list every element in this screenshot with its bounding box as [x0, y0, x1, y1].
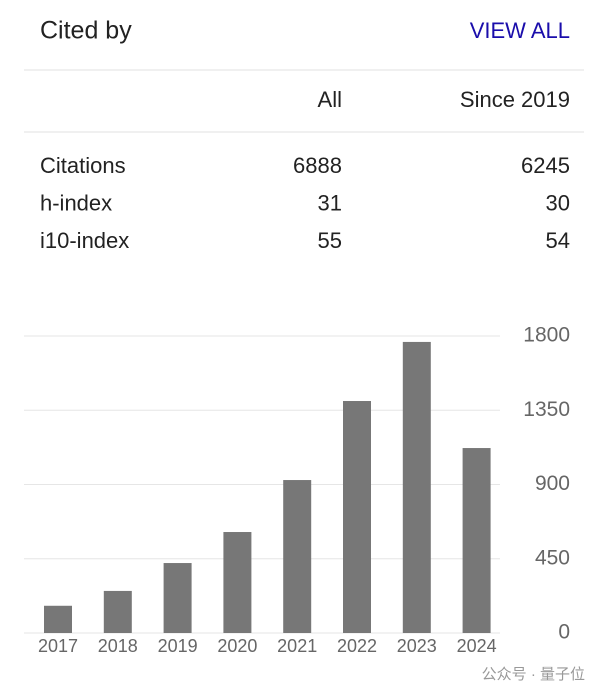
- watermark: 公众号 · 量子位: [482, 666, 585, 683]
- cell-value: 55: [318, 228, 342, 253]
- x-tick-label: 2020: [217, 636, 257, 656]
- bar: [343, 401, 371, 633]
- cell-value: 6245: [521, 153, 570, 178]
- y-tick-label: 0: [558, 621, 570, 644]
- row-label: i10-index: [40, 228, 129, 253]
- x-tick-label: 2023: [397, 636, 437, 656]
- bar: [283, 480, 312, 633]
- widget-title: Cited by: [40, 17, 132, 45]
- y-tick-label: 900: [535, 472, 570, 495]
- x-tick-label: 2021: [277, 636, 317, 656]
- cell-value: 6888: [293, 153, 342, 178]
- x-tick-label: 2022: [337, 636, 377, 656]
- bar: [462, 448, 491, 633]
- view-all-link[interactable]: VIEW ALL: [470, 18, 570, 43]
- cell-value: 30: [546, 190, 570, 215]
- bar: [223, 532, 252, 633]
- bar: [163, 563, 192, 633]
- bar: [402, 341, 431, 633]
- column-header: All: [318, 87, 342, 112]
- row-label: h-index: [40, 190, 112, 215]
- column-header: Since 2019: [460, 87, 570, 112]
- x-tick-label: 2019: [158, 636, 198, 656]
- y-tick-label: 1350: [523, 398, 570, 421]
- x-tick-label: 2017: [38, 636, 78, 656]
- x-tick-label: 2024: [457, 636, 497, 656]
- y-tick-label: 450: [535, 546, 570, 569]
- cell-value: 54: [546, 228, 570, 253]
- bar: [44, 605, 72, 633]
- bar: [103, 590, 132, 633]
- row-label: Citations: [40, 153, 126, 178]
- y-tick-label: 1800: [523, 324, 570, 347]
- x-tick-label: 2018: [98, 636, 138, 656]
- cell-value: 31: [318, 190, 342, 215]
